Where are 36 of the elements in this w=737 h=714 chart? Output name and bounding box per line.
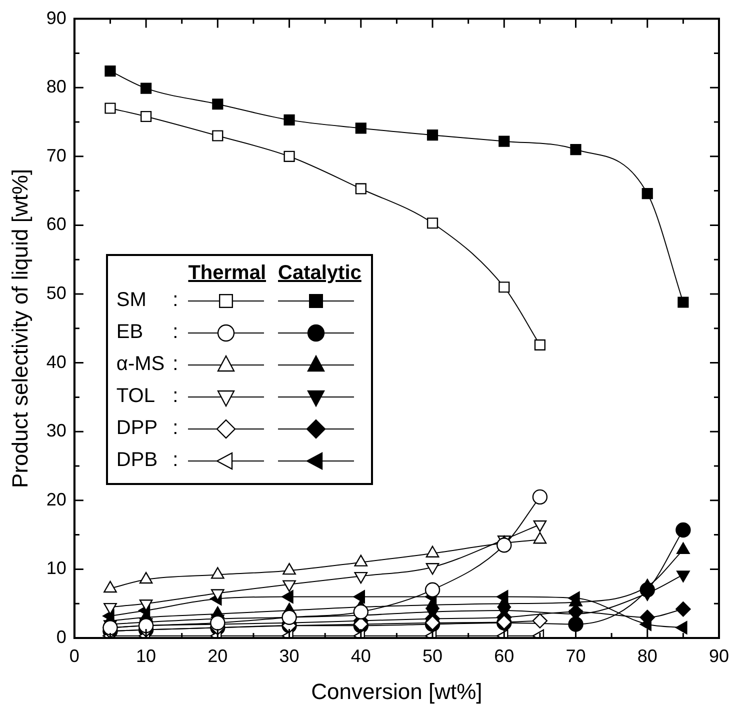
annotation: : [172, 288, 180, 314]
y-tick-label: 70 [46, 145, 66, 166]
text: : [172, 353, 178, 376]
y-tick-label: 30 [46, 420, 66, 441]
y-tick-label: 10 [46, 558, 66, 578]
legend-label: TOL [115, 384, 156, 410]
x-tick-label: 70 [566, 646, 586, 666]
legend-label: DPP [115, 416, 159, 442]
y-tick-label: 60 [46, 214, 66, 234]
x-tick-label: 20 [208, 646, 228, 666]
x-tick-label: 0 [69, 646, 80, 666]
x-tick-label: 10 [136, 646, 156, 666]
x-tick-label: 40 [350, 646, 371, 666]
x-tick-label: 80 [637, 646, 658, 666]
x-axis-title: Conversion [wt%] [311, 678, 482, 704]
legend-label: SM [115, 288, 148, 314]
legend-label: DPB [115, 448, 159, 474]
legend-label: EB [115, 320, 144, 346]
x-tick-label: 90 [708, 646, 730, 666]
y-tick-label: 40 [46, 352, 66, 372]
y-tick-label: 90 [46, 8, 66, 28]
x-tick-label: 60 [494, 646, 514, 666]
y-axis-title: Product selectivity of liquid [wt%] [7, 168, 32, 488]
annotation: Thermal [187, 262, 268, 285]
x-tick-label: 50 [422, 646, 443, 666]
text: : [172, 321, 178, 344]
y-tick-label: 80 [46, 76, 66, 97]
x-tick-label: 30 [279, 646, 300, 666]
y-tick-label: 50 [46, 282, 66, 303]
annotation: Catalytic [277, 262, 362, 285]
text: : [172, 417, 178, 440]
y-tick-label: 0 [56, 626, 66, 647]
y-tick-label: 20 [46, 489, 66, 510]
text: : [172, 385, 178, 408]
legend-label: α-MS [115, 352, 166, 378]
text: : [172, 449, 178, 472]
